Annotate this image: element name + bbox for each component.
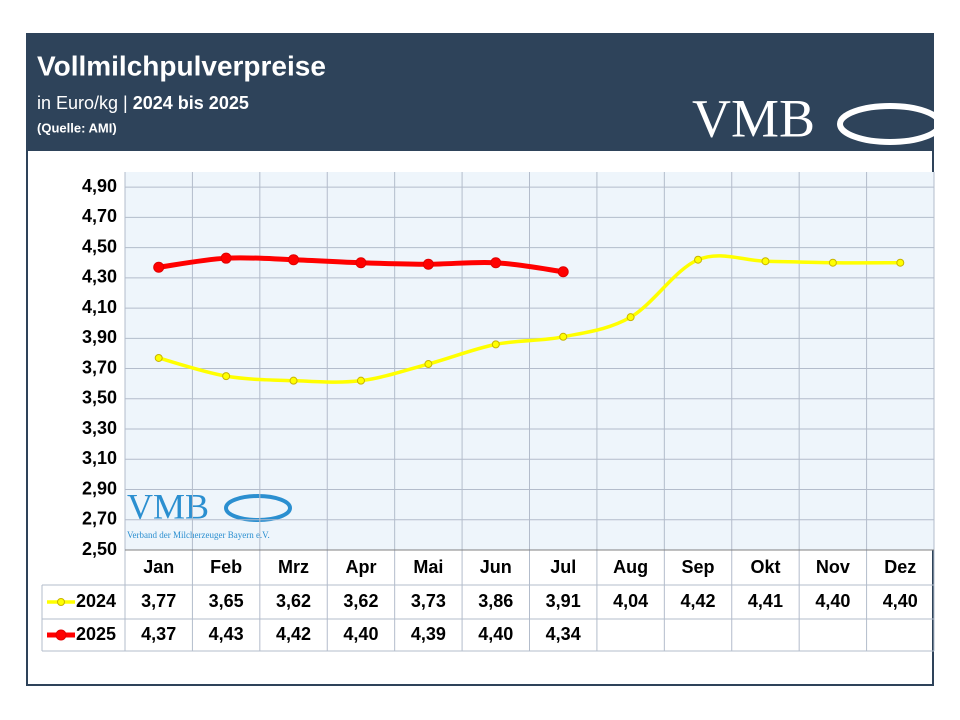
table-value: 4,40 bbox=[815, 591, 850, 611]
y-tick-label: 3,10 bbox=[82, 448, 117, 468]
point-marker bbox=[222, 372, 231, 381]
point-marker bbox=[896, 258, 905, 267]
table-value: 3,65 bbox=[209, 591, 244, 611]
table-value: 3,77 bbox=[141, 591, 176, 611]
legend-marker bbox=[57, 598, 65, 606]
x-tick-label: Aug bbox=[613, 557, 648, 577]
table-value: 3,86 bbox=[478, 591, 513, 611]
point-marker bbox=[356, 376, 365, 385]
y-tick-label: 4,10 bbox=[82, 297, 117, 317]
point-marker bbox=[828, 258, 837, 267]
table-value: 4,04 bbox=[613, 591, 648, 611]
table-value: 4,40 bbox=[883, 591, 918, 611]
y-tick-label: 4,50 bbox=[82, 236, 117, 256]
legend-label: 2025 bbox=[76, 624, 116, 644]
logo: VMB bbox=[692, 88, 815, 148]
x-tick-label: Feb bbox=[210, 557, 242, 577]
table-value: 4,37 bbox=[141, 624, 176, 644]
x-tick-label: Mrz bbox=[278, 557, 309, 577]
point-marker bbox=[490, 257, 502, 269]
x-tick-label: Jul bbox=[550, 557, 576, 577]
watermark-logo: VMB bbox=[127, 486, 209, 526]
source: (Quelle: AMI) bbox=[37, 120, 117, 135]
y-tick-label: 2,90 bbox=[82, 478, 117, 498]
y-tick-label: 3,70 bbox=[82, 357, 117, 377]
x-tick-label: Okt bbox=[750, 557, 780, 577]
point-marker bbox=[154, 353, 163, 362]
table-value: 4,40 bbox=[478, 624, 513, 644]
point-marker bbox=[491, 340, 500, 349]
table-value: 4,40 bbox=[343, 624, 378, 644]
point-marker bbox=[422, 258, 434, 270]
point-marker bbox=[355, 257, 367, 269]
y-tick-label: 3,50 bbox=[82, 388, 117, 408]
point-marker bbox=[424, 360, 433, 369]
table-value: 4,39 bbox=[411, 624, 446, 644]
header-band bbox=[26, 33, 934, 150]
y-tick-label: 4,90 bbox=[82, 176, 117, 196]
legend-marker bbox=[55, 629, 67, 641]
y-tick-label: 3,90 bbox=[82, 327, 117, 347]
point-marker bbox=[288, 254, 300, 266]
logo-swirl bbox=[837, 103, 943, 145]
x-tick-label: Mai bbox=[413, 557, 443, 577]
table-value: 4,34 bbox=[546, 624, 581, 644]
subtitle: in Euro/kg | 2024 bis 2025 bbox=[37, 93, 249, 113]
x-tick-label: Nov bbox=[816, 557, 850, 577]
subtitle-unit: in Euro/kg | bbox=[37, 93, 128, 113]
subtitle-years: 2024 bis 2025 bbox=[133, 93, 249, 113]
x-tick-label: Apr bbox=[345, 557, 376, 577]
x-tick-label: Sep bbox=[682, 557, 715, 577]
point-marker bbox=[557, 266, 569, 278]
table-value: 3,91 bbox=[546, 591, 581, 611]
x-tick-label: Dez bbox=[884, 557, 916, 577]
y-tick-label: 3,30 bbox=[82, 418, 117, 438]
point-marker bbox=[289, 376, 298, 385]
table-value: 3,62 bbox=[276, 591, 311, 611]
chart-title: Vollmilchpulverpreise bbox=[37, 50, 326, 81]
point-marker bbox=[694, 255, 703, 264]
point-marker bbox=[153, 261, 165, 273]
legend-label: 2024 bbox=[76, 591, 116, 611]
table-value: 3,73 bbox=[411, 591, 446, 611]
watermark-caption: Verband der Milcherzeuger Bayern e.V. bbox=[127, 530, 270, 540]
table-value: 4,42 bbox=[681, 591, 716, 611]
series-line bbox=[158, 254, 901, 384]
point-marker bbox=[220, 252, 232, 264]
point-marker bbox=[626, 313, 635, 322]
y-tick-label: 4,30 bbox=[82, 267, 117, 287]
table-value: 4,42 bbox=[276, 624, 311, 644]
point-marker bbox=[559, 332, 568, 341]
y-tick-label: 2,50 bbox=[82, 539, 117, 559]
y-tick-label: 2,70 bbox=[82, 509, 117, 529]
x-tick-label: Jan bbox=[143, 557, 174, 577]
y-tick-label: 4,70 bbox=[82, 206, 117, 226]
table-value: 4,43 bbox=[209, 624, 244, 644]
table-value: 3,62 bbox=[343, 591, 378, 611]
x-tick-label: Jun bbox=[480, 557, 512, 577]
point-marker bbox=[761, 257, 770, 266]
table-value: 4,41 bbox=[748, 591, 783, 611]
